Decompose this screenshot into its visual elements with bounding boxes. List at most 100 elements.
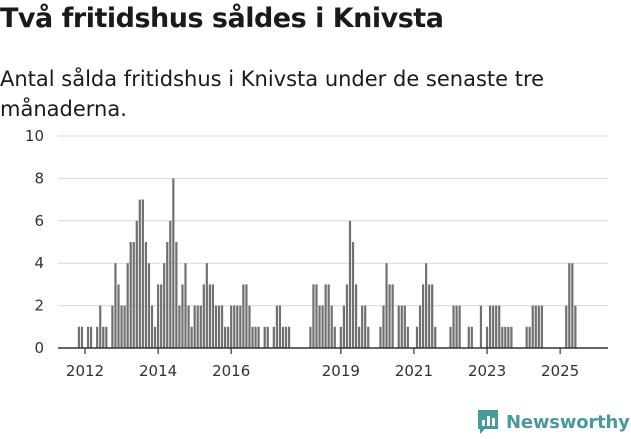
bar <box>205 263 208 348</box>
bar <box>385 263 388 348</box>
bar <box>172 178 175 348</box>
bar <box>312 284 315 348</box>
bar <box>166 242 169 348</box>
bar <box>211 284 215 348</box>
bar <box>144 242 148 348</box>
bar <box>120 305 123 348</box>
bar <box>492 305 495 348</box>
bar <box>99 305 102 348</box>
bar <box>202 284 205 348</box>
brand-name: Newsworthy <box>506 411 630 433</box>
bar <box>275 305 278 348</box>
y-tick-label: 4 <box>34 254 44 272</box>
bar <box>117 284 120 348</box>
bar <box>324 284 327 348</box>
bar <box>278 305 282 348</box>
bar <box>208 284 211 348</box>
bar <box>132 242 135 348</box>
bar <box>504 326 507 348</box>
bar <box>245 284 248 348</box>
y-tick-label: 0 <box>34 339 44 357</box>
bar <box>428 284 431 348</box>
bar <box>163 263 166 348</box>
bar <box>495 305 498 348</box>
bar <box>361 305 364 348</box>
bar <box>266 326 269 348</box>
bar <box>434 326 437 348</box>
bar <box>351 242 355 348</box>
bar <box>421 284 425 348</box>
y-tick-label: 10 <box>25 127 44 145</box>
x-tick-label: 2021 <box>395 362 433 380</box>
y-tick-label: 8 <box>34 169 44 187</box>
bar <box>181 284 184 348</box>
bar <box>86 326 90 348</box>
bar <box>263 326 266 348</box>
bar <box>220 305 224 348</box>
y-tick-label: 2 <box>34 297 44 315</box>
bar-series <box>77 178 577 348</box>
bar <box>236 305 239 348</box>
bar <box>348 220 352 348</box>
bar <box>574 305 577 348</box>
bar <box>525 326 528 348</box>
bar <box>175 242 178 348</box>
bar <box>248 305 251 348</box>
bar <box>105 326 108 348</box>
bar <box>184 263 187 348</box>
bar <box>102 326 105 348</box>
bar <box>169 220 172 348</box>
bar <box>135 220 138 348</box>
data-labels: 2 <box>598 0 608 4</box>
bar <box>537 305 540 348</box>
bar <box>382 305 385 348</box>
bar <box>571 263 574 348</box>
bar <box>501 326 504 348</box>
last-value-label: 2 <box>598 0 608 4</box>
bar <box>485 326 489 348</box>
bar <box>227 326 230 348</box>
bar <box>406 326 409 348</box>
bar <box>230 305 233 348</box>
bar <box>397 305 400 348</box>
bar <box>187 305 190 348</box>
bar <box>193 305 196 348</box>
bar <box>342 305 345 348</box>
bar <box>153 326 157 348</box>
bar <box>531 305 534 348</box>
bar <box>333 326 336 348</box>
bar <box>96 326 99 348</box>
bar <box>354 284 358 348</box>
bar <box>111 305 114 348</box>
bar <box>77 326 81 348</box>
bar <box>80 326 84 348</box>
x-axis: 2012 2014 2016 2019 2021 2023 2025 <box>58 347 608 380</box>
bar <box>367 326 370 348</box>
bar <box>199 305 202 348</box>
bar <box>565 305 568 348</box>
chart-subtitle: Antal sålda fritidshus i Knivsta under d… <box>0 67 545 121</box>
x-tick-label: 2016 <box>212 362 250 380</box>
bar <box>425 263 428 348</box>
bar <box>114 263 117 348</box>
bar <box>254 326 257 348</box>
bar <box>470 326 473 348</box>
bar <box>507 326 510 348</box>
bar <box>498 305 501 348</box>
bar <box>418 305 422 348</box>
bar <box>123 305 126 348</box>
x-tick-label: 2019 <box>322 362 360 380</box>
bar <box>89 326 93 348</box>
newsworthy-logo: Newsworthy <box>476 409 630 435</box>
bar <box>217 305 221 348</box>
bar <box>272 326 275 348</box>
bar <box>528 326 531 348</box>
bar <box>196 305 199 348</box>
x-tick-label: 2012 <box>66 362 104 380</box>
bar <box>309 326 312 348</box>
bar <box>251 326 254 348</box>
bar <box>364 305 367 348</box>
bar <box>489 305 492 348</box>
bar <box>400 305 403 348</box>
